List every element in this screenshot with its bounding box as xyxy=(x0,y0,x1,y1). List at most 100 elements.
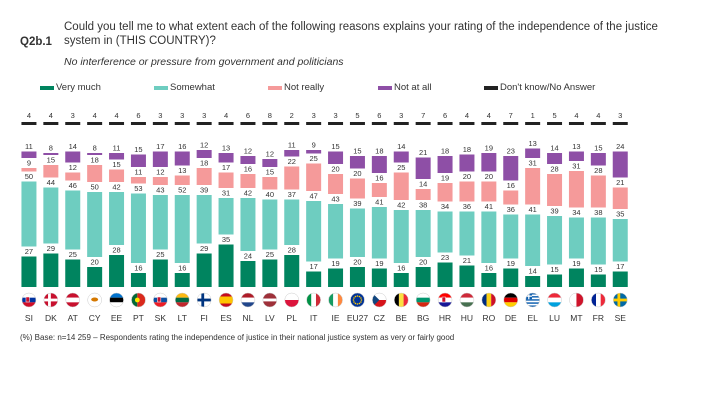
category-label: CY xyxy=(89,313,101,323)
legend-swatch xyxy=(154,85,168,90)
bar-segment-not-at-all xyxy=(612,151,628,178)
bar-value-label: 16 xyxy=(178,142,186,151)
bar-value-label: 5 xyxy=(355,111,359,120)
bar-value-label: 29 xyxy=(47,244,55,253)
bar-value-label: 21 xyxy=(463,256,471,265)
bar-value-label: 19 xyxy=(375,259,383,268)
flag-ie-icon xyxy=(328,292,343,308)
bar-segment-somewhat xyxy=(525,214,541,266)
bar-segment-somewhat xyxy=(262,199,278,250)
bar-segment-very-much xyxy=(503,268,519,287)
flag-pl-icon xyxy=(284,292,299,308)
flag-fr-icon xyxy=(591,292,606,308)
category-label: PL xyxy=(287,313,298,323)
bar-segment-dont-know xyxy=(525,122,541,125)
legend-swatch xyxy=(484,85,498,90)
bar-segment-very-much xyxy=(437,262,453,287)
bar-value-label: 12 xyxy=(156,168,164,177)
bar-value-label: 16 xyxy=(134,264,142,273)
bar-segment-dont-know xyxy=(130,122,146,125)
bar-segment-very-much xyxy=(415,267,431,287)
bar-value-label: 15 xyxy=(550,265,558,274)
bar-value-label: 28 xyxy=(550,165,558,174)
bar-value-label: 7 xyxy=(509,111,513,120)
legend-swatch xyxy=(378,85,392,90)
flag-fi-icon xyxy=(196,292,212,308)
flag-eu27-icon xyxy=(350,292,365,308)
bar-segment-not-at-all xyxy=(568,151,584,161)
bar-value-label: 31 xyxy=(222,189,230,198)
category-label: HR xyxy=(439,313,451,323)
bar-value-label: 47 xyxy=(309,192,317,201)
bar-value-label: 3 xyxy=(399,111,403,120)
bar-segment-very-much xyxy=(459,265,475,287)
bar-segment-not-at-all xyxy=(196,150,212,158)
bar-value-label: 42 xyxy=(112,183,120,192)
bar-segment-somewhat xyxy=(349,208,365,257)
bar-value-label: 4 xyxy=(487,111,491,120)
bar-value-label: 4 xyxy=(93,111,97,120)
legend-item-not-at-all: Not at all xyxy=(378,82,432,93)
bar-value-label: 7 xyxy=(421,111,425,120)
flag-lt-icon xyxy=(175,292,190,308)
bar-value-label: 39 xyxy=(550,207,558,216)
bar-segment-not-at-all xyxy=(481,153,497,172)
bar-value-label: 20 xyxy=(90,258,98,267)
legend-item-not-really: Not really xyxy=(268,82,324,93)
bar-segment-not-really xyxy=(525,168,541,205)
bar-value-label: 19 xyxy=(441,174,449,183)
category-label: DK xyxy=(45,313,57,323)
bar-segment-somewhat xyxy=(503,214,519,259)
bar-value-label: 18 xyxy=(90,156,98,165)
bar-value-label: 25 xyxy=(266,250,274,259)
bar-segment-very-much xyxy=(590,274,606,287)
bar-segment-not-at-all xyxy=(328,151,344,164)
bar-value-label: 1 xyxy=(531,111,535,120)
flag-el-icon xyxy=(525,292,540,308)
bar-value-label: 3 xyxy=(333,111,337,120)
bar-segment-very-much xyxy=(525,276,541,287)
bar-segment-not-really xyxy=(590,175,606,208)
bar-segment-very-much xyxy=(240,261,256,287)
bar-segment-not-at-all xyxy=(152,151,168,167)
bar-value-label: 34 xyxy=(441,202,449,211)
flag-nl-icon xyxy=(240,292,256,308)
bar-value-label: 13 xyxy=(222,144,230,153)
bar-segment-somewhat xyxy=(218,198,234,235)
bar-value-label: 14 xyxy=(419,180,427,189)
bar-segment-not-at-all xyxy=(65,151,81,163)
bar-value-label: 25 xyxy=(69,250,77,259)
bar-value-label: 5 xyxy=(552,111,556,120)
bar-value-label: 14 xyxy=(397,142,405,151)
bar-segment-dont-know xyxy=(306,122,322,125)
bar-segment-not-really xyxy=(328,174,344,194)
bar-segment-dont-know xyxy=(218,122,234,125)
flag-pt-icon xyxy=(131,292,146,308)
bar-value-label: 15 xyxy=(134,145,142,154)
bar-value-label: 11 xyxy=(113,144,121,153)
bar-segment-not-really xyxy=(218,172,234,188)
bar-segment-not-at-all xyxy=(284,150,300,157)
legend-label: Somewhat xyxy=(170,82,215,93)
bar-value-label: 27 xyxy=(25,247,33,256)
bar-value-label: 8 xyxy=(49,144,53,153)
category-label: EU27 xyxy=(347,313,369,323)
bar-value-label: 22 xyxy=(288,157,296,166)
bar-segment-somewhat xyxy=(152,195,168,250)
flag-ee-icon xyxy=(109,292,124,308)
bar-segment-not-really xyxy=(21,168,37,172)
bar-segment-not-really xyxy=(109,169,125,182)
bar-value-label: 20 xyxy=(419,258,427,267)
bar-value-label: 15 xyxy=(331,142,339,151)
bar-segment-somewhat xyxy=(415,210,431,257)
flag-hr-icon xyxy=(437,292,453,308)
bar-segment-very-much xyxy=(547,274,563,287)
bar-value-label: 4 xyxy=(114,111,118,120)
flag-mt-icon xyxy=(569,292,584,308)
bar-value-label: 3 xyxy=(71,111,75,120)
bar-segment-not-at-all xyxy=(349,156,365,169)
bar-value-label: 44 xyxy=(47,178,55,187)
bar-segment-not-really xyxy=(174,175,190,185)
bar-segment-not-really xyxy=(65,172,81,181)
bar-segment-somewhat xyxy=(174,195,190,263)
